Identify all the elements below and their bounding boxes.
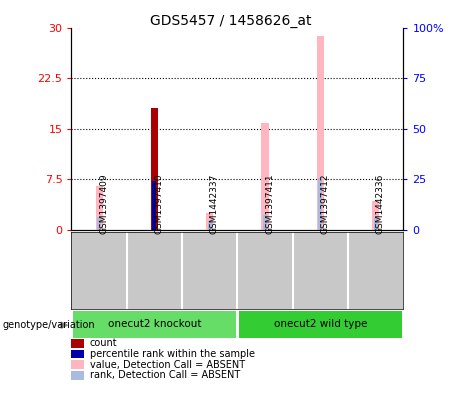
Bar [319,178,322,230]
Bar [208,221,212,230]
Text: GSM1397411: GSM1397411 [265,174,274,234]
Text: GSM1397410: GSM1397410 [154,174,164,234]
Bar [372,201,379,230]
Text: GSM1397409: GSM1397409 [99,174,108,234]
Bar [151,108,158,230]
Bar [95,186,103,230]
Bar [317,36,324,230]
Bar [261,123,269,230]
Bar [72,310,236,338]
Text: count: count [90,338,118,349]
Bar [263,215,267,230]
Bar [153,181,156,230]
Bar [97,217,101,230]
Bar [206,213,213,230]
Text: GSM1442336: GSM1442336 [376,174,385,234]
Text: value, Detection Call = ABSENT: value, Detection Call = ABSENT [90,360,245,370]
Text: GSM1397412: GSM1397412 [320,174,330,234]
Text: GDS5457 / 1458626_at: GDS5457 / 1458626_at [150,14,311,28]
Text: rank, Detection Call = ABSENT: rank, Detection Call = ABSENT [90,370,240,380]
Bar [238,310,402,338]
Text: genotype/variation: genotype/variation [2,320,95,331]
Text: onecut2 wild type: onecut2 wild type [274,319,367,329]
Text: onecut2 knockout: onecut2 knockout [108,319,201,329]
Bar [374,218,378,230]
Text: GSM1442337: GSM1442337 [210,174,219,234]
Text: percentile rank within the sample: percentile rank within the sample [90,349,255,359]
